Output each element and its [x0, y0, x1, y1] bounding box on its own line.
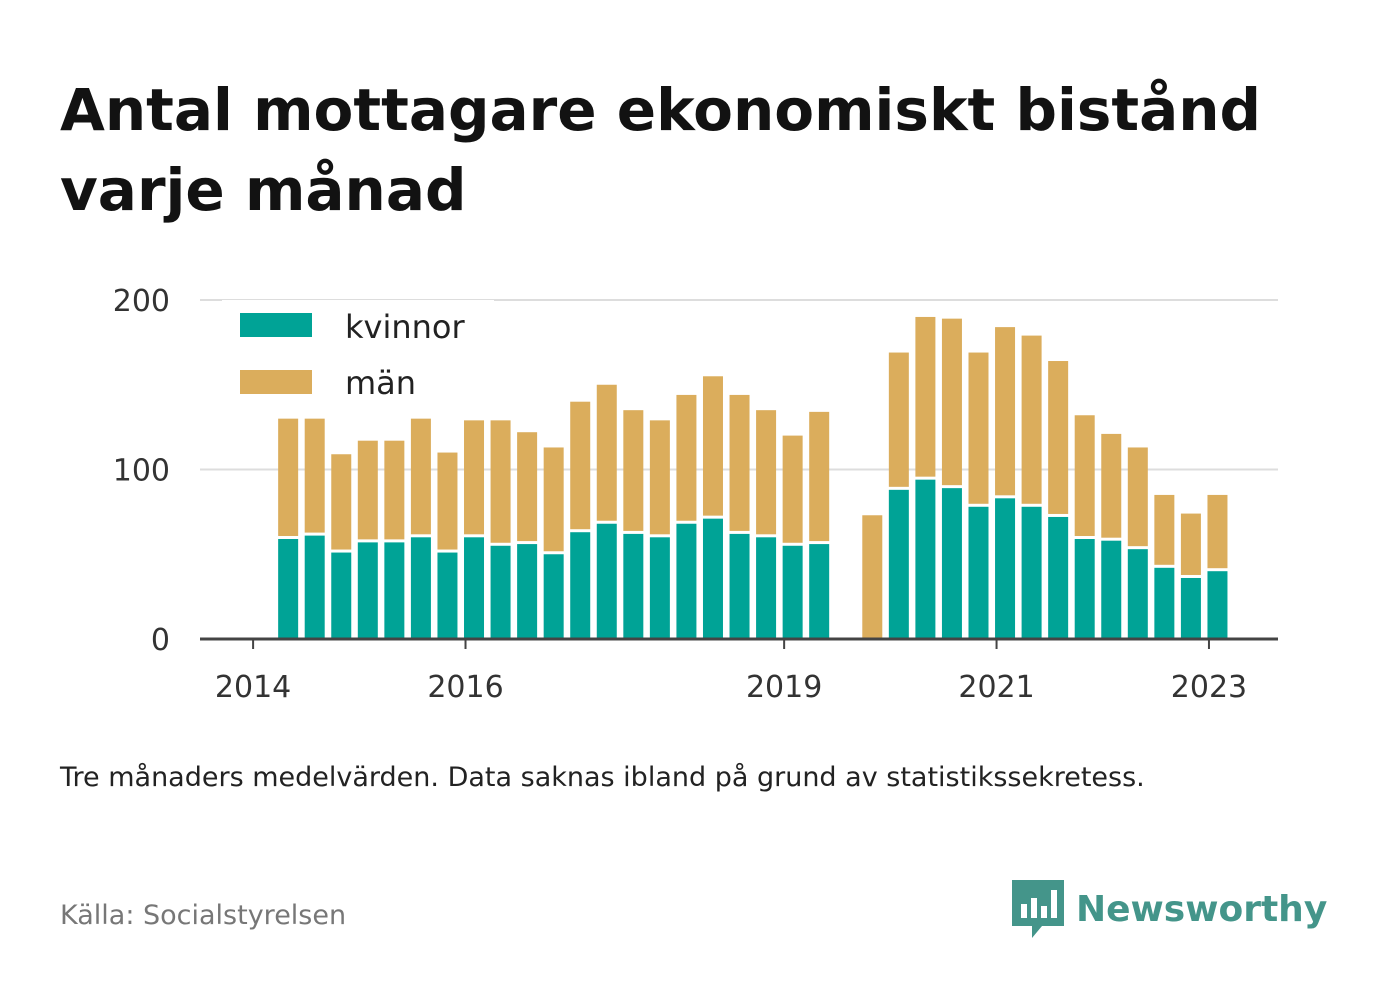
bar-kvinnor — [649, 537, 670, 639]
bar-kvinnor — [1101, 540, 1122, 639]
bar-kvinnor — [1021, 506, 1042, 639]
bar-man — [809, 411, 830, 542]
x-tick-label: 2016 — [427, 670, 503, 705]
newsworthy-icon — [1012, 880, 1064, 938]
bar-kvinnor — [782, 545, 803, 639]
bar-man — [968, 352, 989, 504]
bar-kvinnor — [384, 542, 405, 639]
bar-kvinnor — [437, 552, 458, 639]
bar-kvinnor — [702, 518, 723, 639]
bar-kvinnor — [1207, 571, 1228, 639]
bar-kvinnor — [570, 532, 591, 639]
legend-swatch-man — [240, 370, 312, 394]
chart-note: Tre månaders medelvärden. Data saknas ib… — [60, 762, 1145, 793]
source-credit: Källa: Socialstyrelsen — [60, 900, 347, 931]
bars — [278, 316, 1228, 639]
bar-man — [570, 401, 591, 530]
bar-man — [490, 420, 511, 543]
chart-title: Antal mottagare ekonomiskt bistånd varje… — [60, 76, 1262, 224]
legend-label-kvinnor: kvinnor — [345, 308, 466, 346]
bar-kvinnor — [543, 554, 564, 639]
x-tick-label: 2023 — [1171, 670, 1247, 705]
bar-kvinnor — [410, 537, 431, 639]
bar-man — [1048, 361, 1069, 514]
bar-man — [1021, 335, 1042, 504]
y-tick-label: 100 — [113, 454, 170, 489]
bar-kvinnor — [304, 535, 325, 639]
bar-kvinnor — [1048, 516, 1069, 639]
bar-man — [357, 440, 378, 540]
bar-kvinnor — [1074, 538, 1095, 639]
bar-man — [676, 394, 697, 521]
bar-kvinnor — [357, 542, 378, 639]
brand-logo: Newsworthy — [1010, 878, 1327, 940]
legend-swatch-kvinnor — [240, 313, 312, 337]
bar-man — [888, 352, 909, 487]
bar-man — [756, 410, 777, 535]
bar-man — [384, 440, 405, 540]
bar-man — [782, 435, 803, 543]
bar-kvinnor — [1180, 577, 1201, 639]
bar-kvinnor — [729, 533, 750, 639]
bar-man — [437, 452, 458, 550]
y-axis: 0 100 200 — [113, 284, 170, 658]
bar-man — [995, 327, 1016, 496]
bar-man — [915, 316, 936, 477]
bar-man — [702, 376, 723, 516]
bar-man — [649, 420, 670, 535]
bar-kvinnor — [490, 545, 511, 639]
bar-kvinnor — [1127, 549, 1148, 639]
bar-man — [278, 418, 299, 536]
x-tick-label: 2014 — [215, 670, 291, 705]
bar-man — [1180, 513, 1201, 575]
bar-man — [543, 447, 564, 552]
bar-man — [941, 318, 962, 486]
bar-kvinnor — [1154, 567, 1175, 639]
bar-kvinnor — [756, 537, 777, 639]
bar-man — [410, 418, 431, 535]
y-tick-label: 200 — [113, 284, 170, 319]
bar-man — [464, 420, 485, 535]
bar-kvinnor — [278, 538, 299, 639]
bar-man — [1127, 447, 1148, 547]
bar-kvinnor — [331, 552, 352, 639]
x-tick-label: 2021 — [958, 670, 1034, 705]
bar-man — [596, 384, 617, 521]
bar-kvinnor — [809, 544, 830, 639]
bar-man — [304, 418, 325, 533]
bar-man — [1154, 494, 1175, 565]
y-tick-label: 0 — [151, 623, 170, 658]
bar-kvinnor — [517, 544, 538, 639]
bar-man — [1101, 433, 1122, 538]
x-tick-label: 2019 — [746, 670, 822, 705]
bar-kvinnor — [941, 488, 962, 639]
bar-kvinnor — [596, 523, 617, 639]
legend: kvinnor män — [222, 300, 494, 418]
bar-kvinnor — [968, 506, 989, 639]
bar-man — [1207, 494, 1228, 569]
bar-kvinnor — [464, 537, 485, 639]
bar-man — [862, 515, 883, 639]
bar-man — [729, 394, 750, 531]
x-axis: 2014 2016 2019 2021 2023 — [200, 637, 1278, 705]
bar-kvinnor — [676, 523, 697, 639]
bar-man — [1074, 415, 1095, 536]
bar-kvinnor — [623, 533, 644, 639]
bar-kvinnor — [915, 479, 936, 639]
bar-man — [623, 410, 644, 531]
brand-name: Newsworthy — [1076, 888, 1328, 930]
stacked-bar-chart: kvinnor män 0 100 200 2014 2016 2019 2021 2023 — [113, 284, 1278, 705]
bar-man — [331, 454, 352, 550]
bar-man — [517, 432, 538, 542]
bar-kvinnor — [888, 489, 909, 639]
legend-label-man: män — [345, 364, 416, 402]
bar-kvinnor — [995, 498, 1016, 639]
